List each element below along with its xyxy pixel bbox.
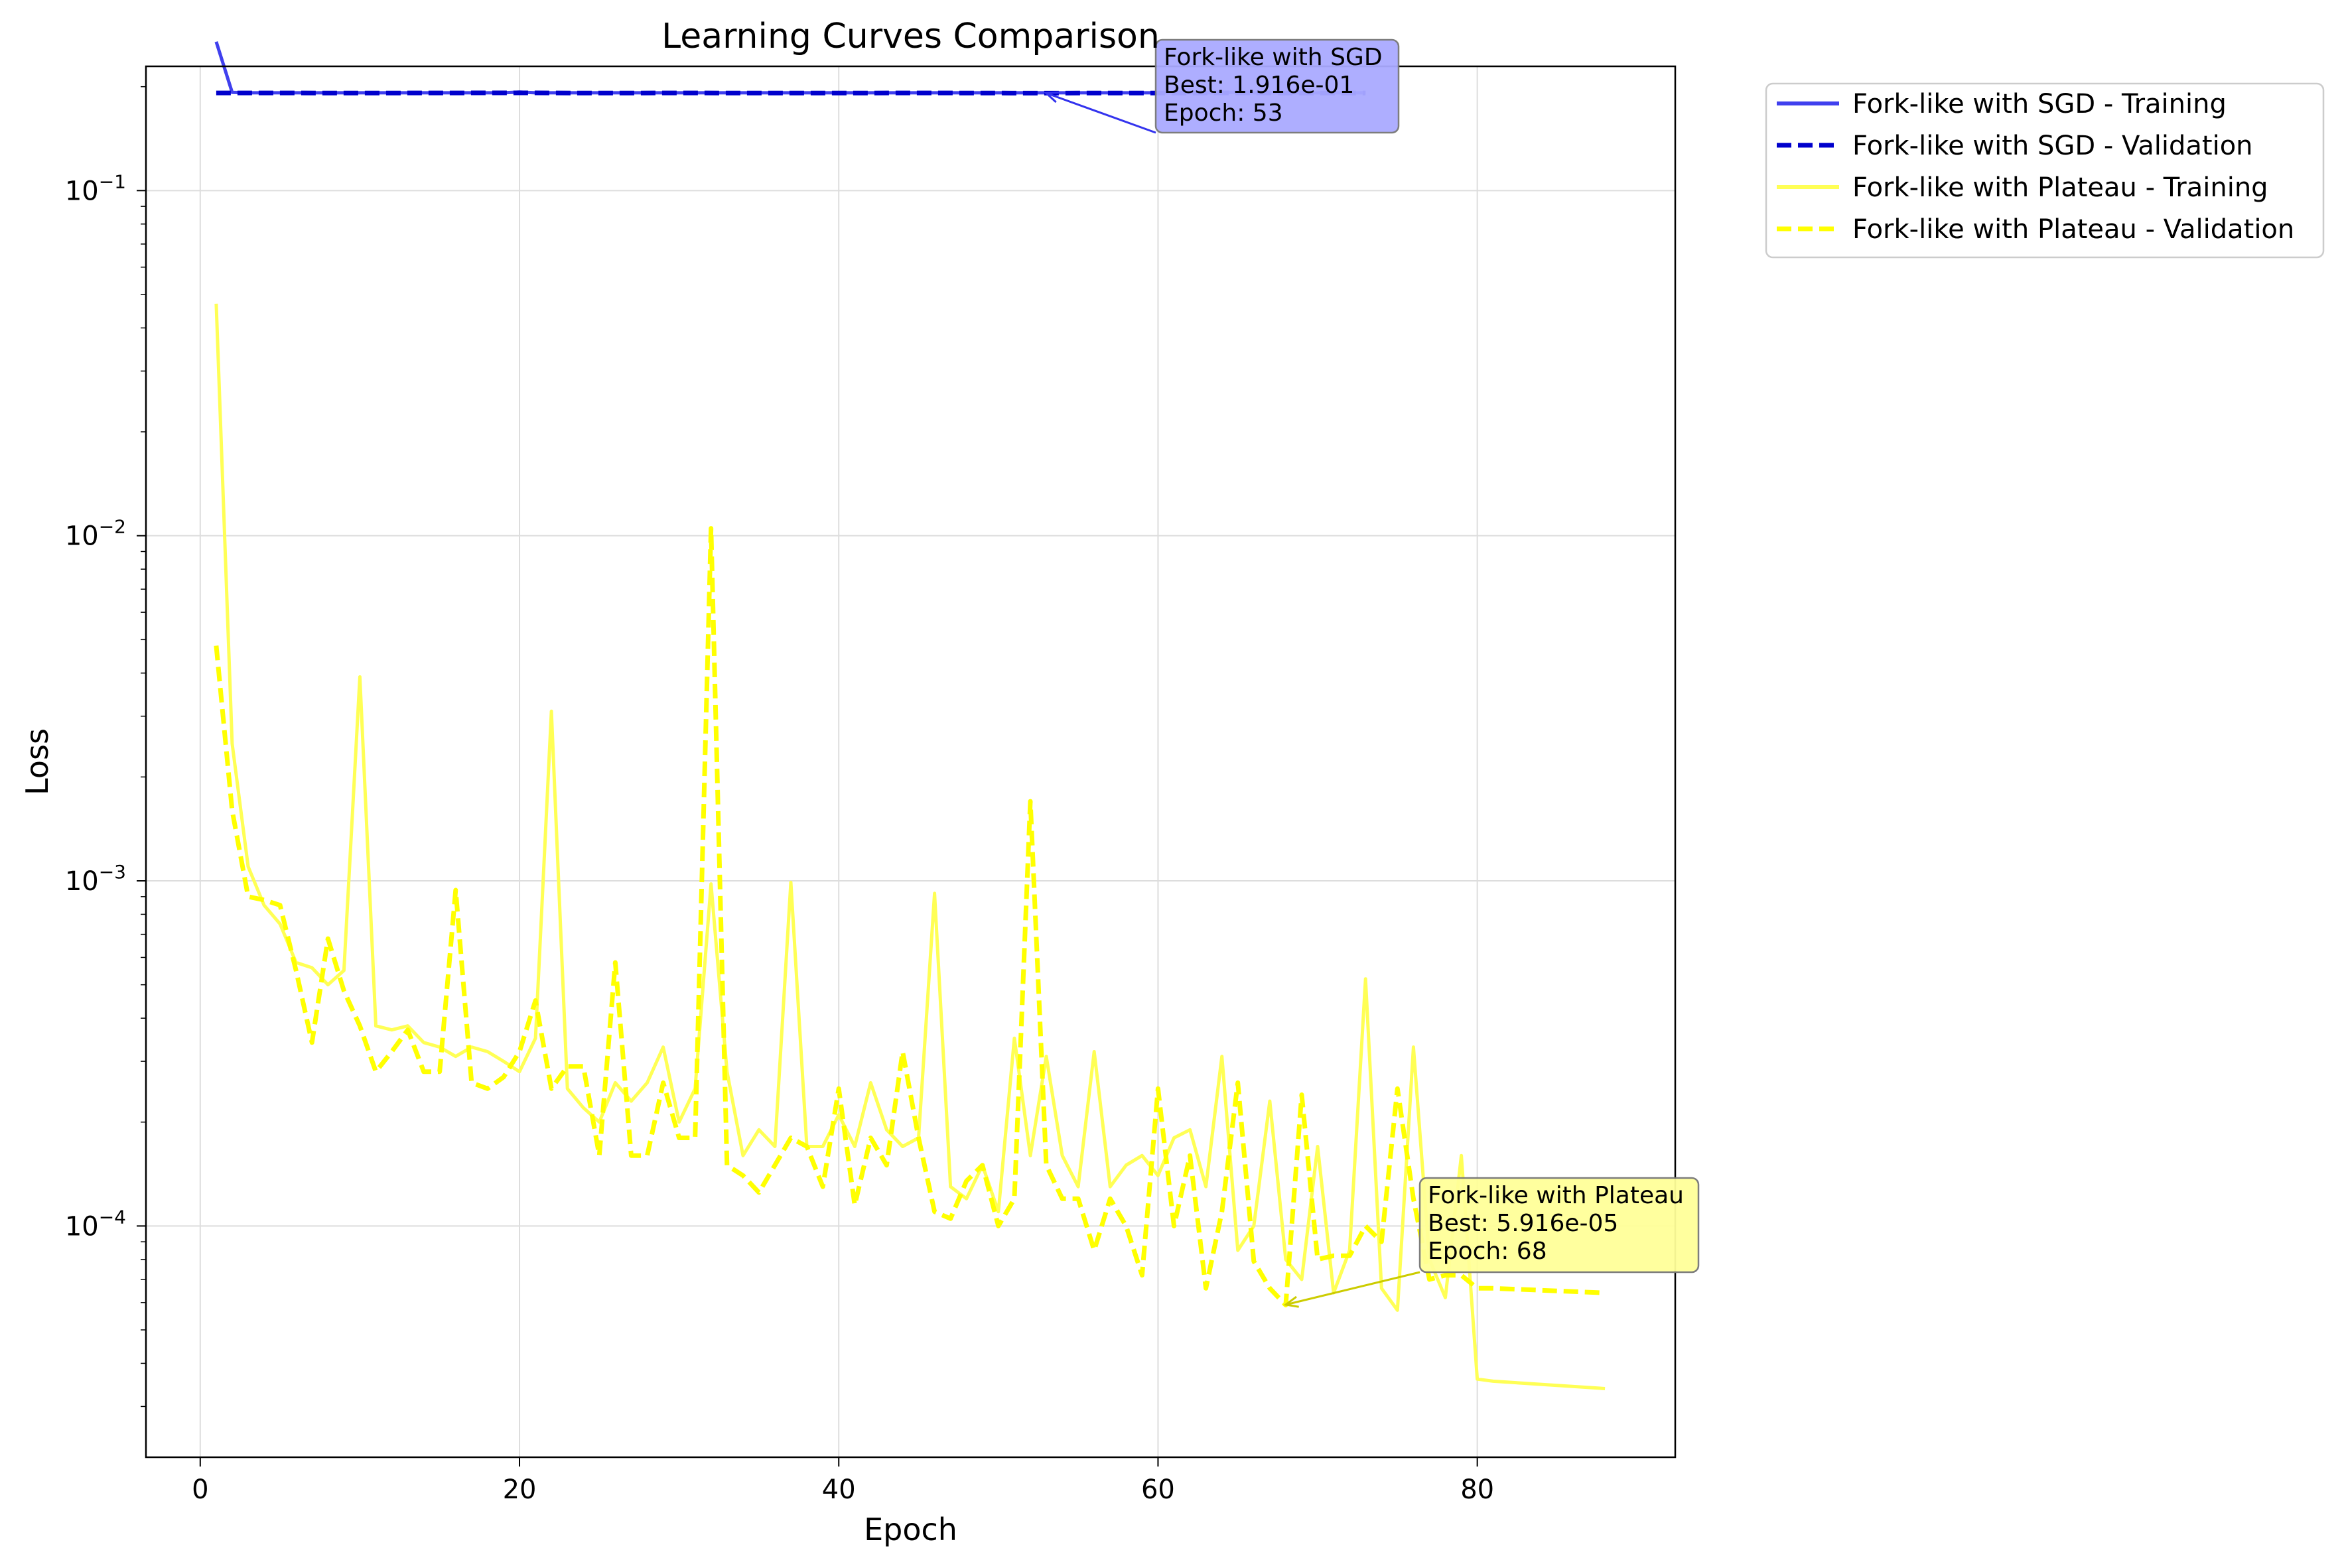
annotation-arrowhead bbox=[1283, 1295, 1299, 1308]
annotation-text: Best: 1.916e-01 bbox=[1164, 72, 1354, 99]
annotation-arrowhead bbox=[1044, 91, 1060, 103]
y-tick-label: 10−4 bbox=[65, 1206, 126, 1242]
legend-label: Fork-like with Plateau - Training bbox=[1852, 172, 2268, 203]
annotation-text: Epoch: 53 bbox=[1164, 99, 1283, 127]
legend: Fork-like with SGD - Training Fork-like w… bbox=[1765, 82, 2325, 259]
y-tick-label: 10−3 bbox=[65, 861, 126, 897]
x-tick-label: 40 bbox=[822, 1474, 856, 1505]
annotation-arrow bbox=[1046, 92, 1156, 134]
legend-label: Fork-like with SGD - Validation bbox=[1852, 131, 2253, 161]
legend-label: Fork-like with Plateau - Validation bbox=[1852, 214, 2294, 245]
x-tick-label: 0 bbox=[192, 1474, 208, 1505]
annotation-text: Best: 5.916e-05 bbox=[1428, 1210, 1618, 1237]
x-axis-label: Epoch bbox=[864, 1512, 957, 1547]
ticks-layer: 0 20 40 60 80 10−1 10−2 10−3 10−4 bbox=[65, 86, 1494, 1505]
legend-label: Fork-like with SGD - Training bbox=[1852, 89, 2227, 119]
annotation-text: Fork-like with SGD bbox=[1164, 44, 1383, 71]
y-axis-label: Loss bbox=[19, 728, 55, 795]
annotation-text: Fork-like with Plateau bbox=[1428, 1182, 1684, 1209]
y-tick-label: 10−2 bbox=[65, 516, 126, 552]
grid-layer bbox=[146, 66, 1675, 1457]
chart-title: Learning Curves Comparison bbox=[661, 17, 1160, 56]
x-tick-label: 80 bbox=[1460, 1474, 1494, 1505]
legend-frame bbox=[1765, 82, 2325, 259]
x-tick-label: 20 bbox=[503, 1474, 537, 1505]
series-line-4 bbox=[214, 526, 1606, 1308]
annotation-text: Epoch: 68 bbox=[1428, 1238, 1547, 1265]
annotation-box bbox=[1154, 38, 1400, 134]
y-tick-label: 10−1 bbox=[65, 170, 126, 206]
annotation-arrow bbox=[1285, 1271, 1420, 1306]
x-tick-label: 60 bbox=[1141, 1474, 1175, 1505]
plot-frame bbox=[145, 65, 1677, 1459]
annotation-box bbox=[1418, 1177, 1700, 1274]
series-line-3 bbox=[214, 303, 1606, 1390]
